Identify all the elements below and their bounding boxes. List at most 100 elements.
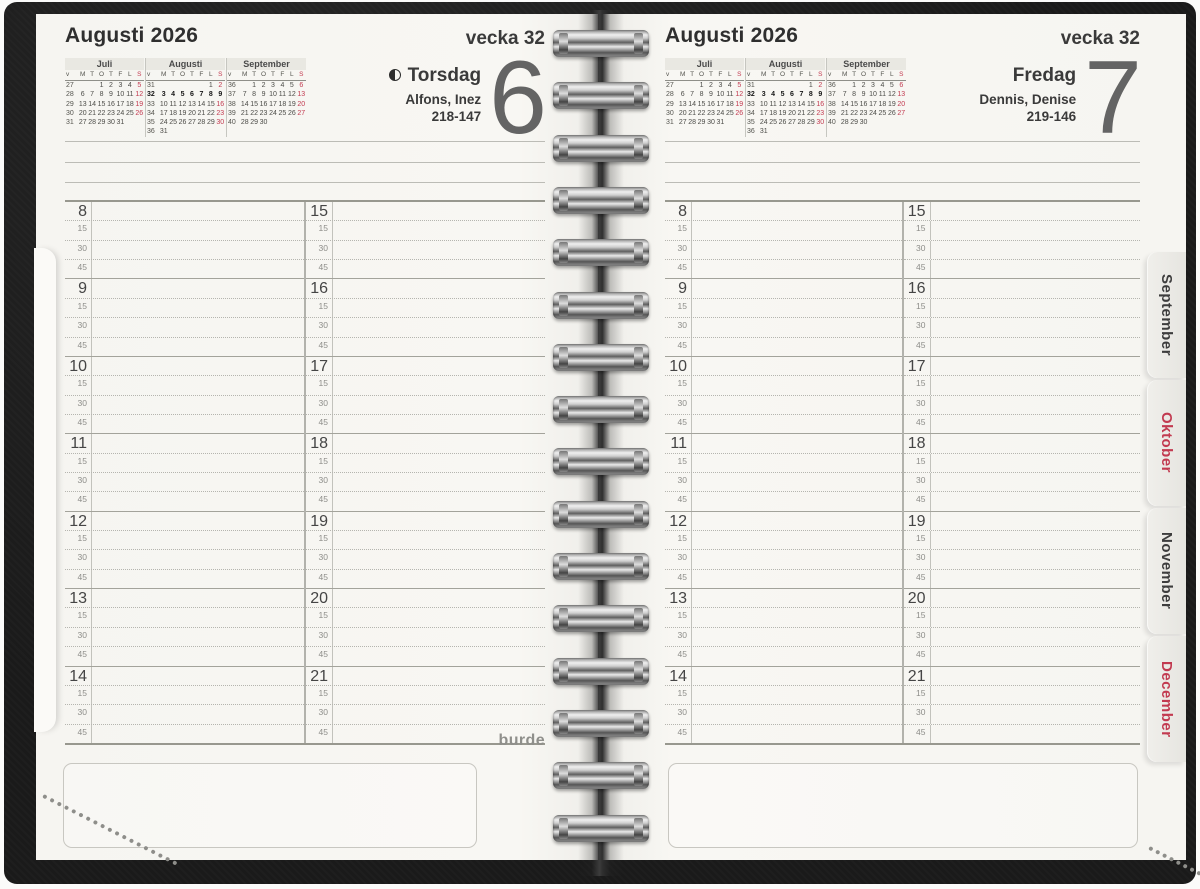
time-grid-column: 8 15 30 45 9 15 30 45 10 15 30 45 11 15 30 45 12 15 30 45 13… — [65, 202, 304, 743]
date-cell: 4 — [880, 82, 885, 89]
week-number-cell: 30 — [666, 109, 674, 117]
day-header-cell: L — [128, 71, 132, 78]
day-header-cell: T — [171, 71, 176, 78]
date-cell: 6 — [790, 91, 794, 99]
day-header-cell: F — [118, 71, 123, 78]
date-cell: 10 — [716, 91, 725, 99]
date-cell: 2 — [218, 82, 223, 89]
month-tab-november: November — [1147, 508, 1186, 634]
date-cell: 7 — [799, 91, 804, 99]
day-header-cell: L — [890, 71, 894, 78]
date-cell: 5 — [889, 82, 894, 89]
hour-label: 8 — [665, 202, 692, 221]
date-cell: 14 — [840, 100, 849, 108]
date-cell: 19 — [287, 100, 296, 108]
page-right-friday: Augusti 2026 vecka 32 Juli v M T O T F L S 27 1 2 3 4… — [602, 14, 1200, 876]
hour-block: 10 15 30 45 — [65, 355, 304, 434]
date-cell: 24 — [159, 119, 168, 127]
date-cell: 23 — [707, 109, 715, 117]
hour-block: 21 15 30 45 — [903, 665, 1140, 743]
day-header-cell: S — [818, 71, 823, 78]
date-cell: 29 — [806, 119, 815, 127]
quarter-label: 30 — [65, 318, 92, 337]
week-number-cell: 35 — [747, 119, 755, 127]
mini-calendar-augusti: Augusti v M T O T F L S 31 1 2 32 3 4 5 6 7 8 9 33 10 11 12 13 14… — [145, 58, 225, 137]
hour-block: 17 15 30 45 — [903, 355, 1140, 434]
date-cell: 14 — [240, 100, 249, 108]
date-cell: 8 — [208, 91, 213, 99]
time-grid-column: 15 15 30 45 16 15 30 45 17 15 30 45 18 15 30 45 19 15 30 45… — [304, 202, 545, 743]
date-cell — [768, 81, 777, 90]
quarter-label: 45 — [904, 260, 931, 279]
date-cell: 23 — [259, 109, 268, 117]
date-cell: 15 — [97, 100, 106, 108]
date-cell: 24 — [869, 109, 877, 117]
page-title: Augusti 2026 — [65, 24, 199, 47]
week-number-cell: 35 — [147, 119, 155, 127]
date-cell: 18 — [278, 100, 287, 108]
hour-label: 12 — [665, 511, 692, 531]
spiral-coil — [553, 291, 649, 319]
weekday-label: Torsdag — [407, 65, 482, 86]
week-number-cell: 29 — [66, 100, 74, 108]
date-cell — [787, 127, 796, 136]
quarter-label: 45 — [665, 337, 692, 356]
day-header-text: Torsdag Alfons, Inez 218-147 — [388, 65, 482, 126]
date-cell: 17 — [116, 100, 125, 108]
quarter-label: 15 — [904, 298, 931, 318]
date-cell: 23 — [816, 109, 825, 117]
day-header-cell: S — [218, 71, 223, 78]
mini-calendar-week-row: 39 21 22 23 24 25 26 27 — [227, 109, 306, 118]
quarter-label: 15 — [306, 376, 333, 395]
quarter-label: 15 — [65, 685, 92, 705]
day-header-cell: v — [828, 71, 832, 78]
date-cell: 13 — [897, 91, 906, 99]
date-cell: 14 — [197, 100, 206, 108]
week-number-cell: 39 — [828, 109, 836, 117]
hour-label: 21 — [904, 666, 931, 685]
day-header: Torsdag Alfons, Inez 218-147 6 — [388, 46, 547, 150]
date-cell: 4 — [727, 82, 732, 89]
date-cell: 20 — [188, 109, 196, 117]
date-cell: 23 — [859, 109, 868, 117]
hour-block: 20 15 30 45 — [306, 588, 545, 666]
date-cell: 28 — [797, 119, 806, 127]
date-cell: 5 — [289, 82, 294, 89]
quarter-label: 45 — [904, 337, 931, 356]
date-cell — [687, 81, 696, 90]
quarter-label: 30 — [904, 705, 931, 724]
date-cell: 13 — [297, 91, 306, 99]
week-number-cell: 38 — [228, 100, 236, 108]
date-cell: 2 — [709, 82, 713, 89]
date-cell: 26 — [735, 109, 744, 117]
date-cell — [87, 81, 96, 90]
quarter-label: 15 — [665, 608, 692, 627]
date-cell: 29 — [850, 119, 859, 127]
date-cell: 31 — [716, 119, 725, 127]
quarter-label: 45 — [904, 569, 931, 589]
mini-calendar-week-row: 28 6 7 8 9 10 11 12 — [665, 90, 744, 99]
spiral-coil — [553, 709, 649, 737]
date-cell — [178, 81, 187, 90]
hour-label: 10 — [665, 356, 692, 376]
mini-calendar-week-row: 40 28 29 30 — [827, 118, 906, 127]
hour-label: 16 — [904, 279, 931, 298]
week-number-cell: 31 — [147, 82, 155, 89]
quarter-label: 30 — [904, 318, 931, 337]
time-grid-column: 15 15 30 45 16 15 30 45 17 15 30 45 18 15 30 45 19 15 30 45… — [901, 202, 1140, 743]
date-cell: 10 — [869, 91, 877, 99]
date-cell: 10 — [759, 100, 768, 108]
date-cell: 28 — [840, 119, 849, 127]
date-cell: 22 — [97, 109, 106, 117]
hour-block: 8 15 30 45 — [65, 202, 304, 279]
date-cell: 16 — [816, 100, 825, 108]
date-cell: 15 — [697, 100, 706, 108]
hour-block: 11 15 30 45 — [65, 433, 304, 511]
day-header: Fredag Dennis, Denise 219-146 7 — [979, 46, 1142, 150]
hour-block: 14 15 30 45 — [665, 665, 902, 743]
day-header-cell: L — [728, 71, 732, 78]
mini-calendar-week-row: 35 24 25 26 27 28 29 30 — [146, 118, 225, 127]
date-cell: 24 — [759, 119, 768, 127]
